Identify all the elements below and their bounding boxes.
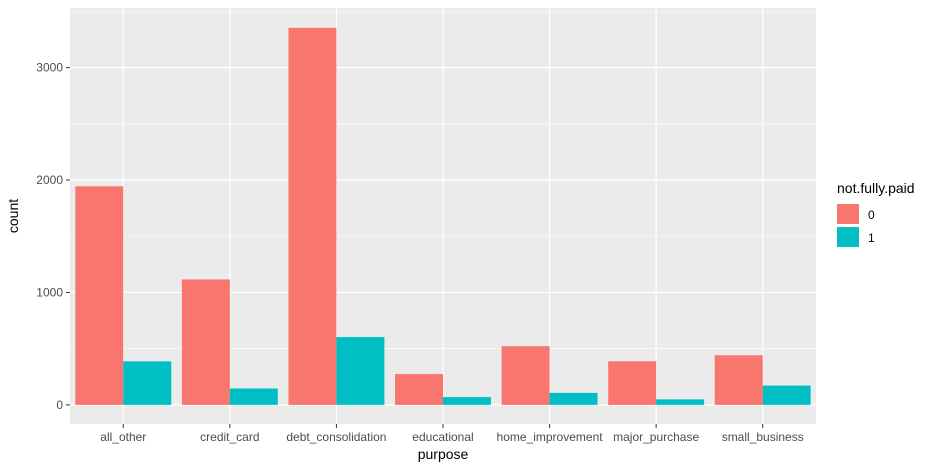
- x-tick-label-small_business: small_business: [722, 430, 804, 444]
- x-tick-label-major_purchase: major_purchase: [613, 430, 699, 444]
- bar-debt_consolidation-series-1: [336, 337, 385, 405]
- bar-debt_consolidation-series-0: [288, 27, 337, 405]
- x-tick-label-educational: educational: [412, 430, 473, 444]
- bar-small_business-series-1: [762, 385, 811, 405]
- legend-items: 01: [837, 204, 875, 247]
- bar-educational-series-1: [443, 397, 491, 405]
- bar-major_purchase-series-0: [608, 361, 657, 405]
- bars: [75, 27, 811, 405]
- y-tick-label: 3000: [36, 61, 63, 75]
- bar-home_improvement-series-1: [549, 392, 598, 405]
- x-axis-title: purpose: [418, 446, 469, 462]
- y-tick-label: 0: [56, 398, 63, 412]
- bar-credit_card-series-1: [229, 388, 278, 405]
- y-tick-label: 2000: [36, 173, 63, 187]
- bar-all_other-series-1: [123, 361, 172, 405]
- legend: not.fully.paid 01: [837, 180, 915, 247]
- legend-label-1: 1: [868, 231, 875, 245]
- legend-key-0: [837, 204, 859, 224]
- bar-educational-series-0: [395, 374, 443, 405]
- legend-key-1: [837, 227, 859, 247]
- y-axis-title: count: [5, 199, 21, 233]
- bar-all_other-series-0: [75, 186, 124, 405]
- legend-label-0: 0: [868, 208, 875, 222]
- y-axis: 0 1000 2000 3000: [36, 61, 70, 412]
- bar-credit_card-series-0: [181, 279, 230, 405]
- x-tick-label-home_improvement: home_improvement: [497, 430, 604, 444]
- bar-small_business-series-0: [714, 355, 763, 405]
- bar-major_purchase-series-1: [656, 399, 705, 405]
- x-tick-label-all_other: all_other: [100, 430, 146, 444]
- x-tick-label-debt_consolidation: debt_consolidation: [286, 430, 386, 444]
- legend-title: not.fully.paid: [837, 180, 915, 196]
- y-tick-label: 1000: [36, 285, 63, 299]
- bar-home_improvement-series-0: [501, 346, 550, 405]
- x-tick-label-credit_card: credit_card: [200, 430, 259, 444]
- x-axis: all_other credit_card debt_consolidation ed…: [100, 424, 804, 444]
